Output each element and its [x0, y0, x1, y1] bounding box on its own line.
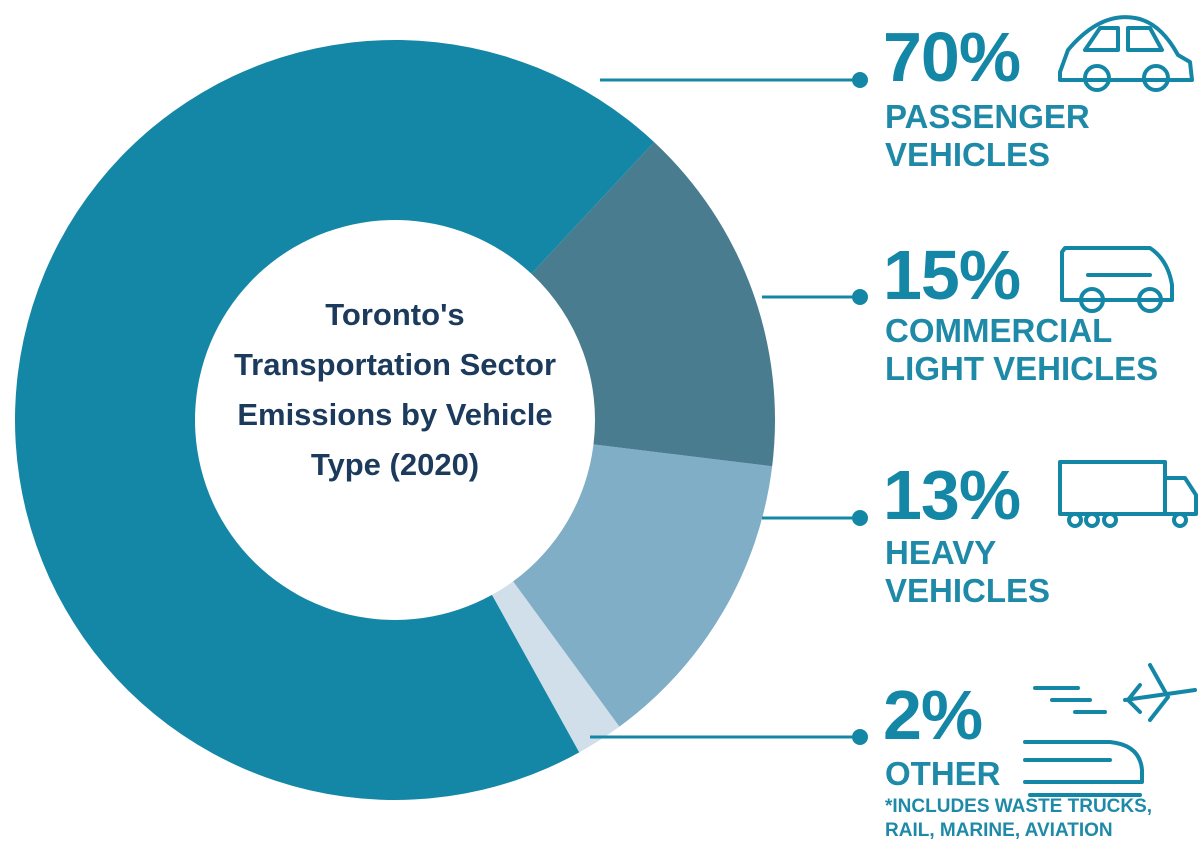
slice: [531, 142, 775, 467]
car-icon: [1058, 15, 1194, 92]
leader-dot: [852, 289, 868, 305]
chart-title: Toronto's Transportation Sector Emission…: [233, 297, 557, 482]
category-label: OTHER: [885, 755, 1001, 792]
percent-label: 70%: [883, 18, 1021, 96]
leader-dot: [852, 729, 868, 745]
leader-dot: [852, 510, 868, 526]
slice: [491, 581, 620, 753]
slice: [513, 444, 773, 727]
leader-dot: [852, 72, 868, 88]
transit-icon: [1023, 663, 1197, 797]
percent-label: 13%: [883, 456, 1021, 534]
truck-icon: [1058, 460, 1198, 528]
slice: [15, 40, 655, 800]
percent-label: 2%: [883, 676, 983, 754]
van-icon: [1060, 246, 1174, 313]
percent-label: 15%: [883, 236, 1021, 314]
category-label: COMMERCIAL LIGHT VEHICLES: [885, 312, 1159, 387]
footnote: *INCLUDES WASTE TRUCKS, RAIL, MARINE, AV…: [885, 796, 1153, 841]
category-label: PASSENGER VEHICLES: [885, 98, 1090, 173]
category-label: HEAVY VEHICLES: [885, 534, 1051, 609]
